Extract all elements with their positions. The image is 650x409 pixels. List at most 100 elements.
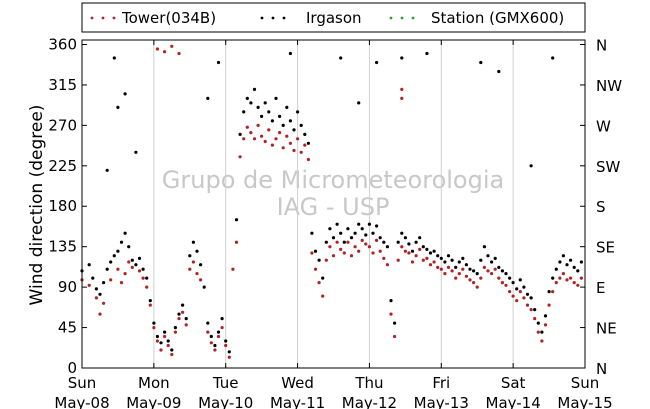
data-point [525,303,530,307]
data-point [191,260,195,264]
data-point [400,87,404,91]
data-point [216,330,221,334]
data-point [454,265,458,269]
data-point [141,276,145,280]
data-point [220,326,224,330]
data-point [166,343,170,348]
data-point [87,263,91,267]
x-tick-label-date: May-09 [126,394,181,409]
legend-item-station: Station (GMX600) [389,9,564,27]
series-irgason-points [80,51,584,354]
legend-frame [81,2,586,33]
data-point [127,260,131,264]
data-point [256,105,260,109]
data-point [224,339,228,343]
data-point [572,265,576,269]
data-point [529,308,533,312]
data-point [313,267,318,271]
x-tick-label-weekday: Sat [501,374,526,392]
data-point [296,137,300,141]
data-point [443,260,447,264]
data-point [540,339,544,343]
data-point [116,249,120,253]
y-tick-label: 315 [48,76,77,94]
data-point [155,47,159,51]
data-point [421,258,425,262]
data-point [317,258,321,262]
data-point [468,267,472,271]
data-point [533,308,537,312]
data-point [278,114,282,118]
data-point [349,254,354,258]
data-point [216,334,221,339]
data-point [181,303,185,307]
data-point [270,119,274,123]
data-point [346,240,350,244]
data-point [339,56,343,60]
data-point [123,272,127,276]
data-point [303,132,307,136]
data-point [163,330,167,334]
data-point [281,146,285,150]
data-point [177,312,181,316]
data-point [278,131,282,135]
data-point [382,256,386,260]
y-tick-label: 45 [58,319,77,337]
data-point [116,105,120,109]
data-point [263,139,267,144]
data-point [141,267,145,271]
data-point [274,96,278,100]
axis-layer: Sun May-08 Mon May-09 Tue May-10 Wed May-11 Thu M… [48,35,622,409]
data-point [486,254,490,258]
data-point [94,287,98,291]
data-point [407,251,411,255]
data-point [116,267,120,271]
x-tick-label-date: May-14 [486,394,541,409]
data-point [252,87,257,91]
data-point [357,222,361,226]
data-point [540,330,544,334]
data-point [288,141,292,145]
data-point [220,317,224,321]
data-point [145,276,149,280]
data-point [360,227,364,231]
data-point [518,278,522,282]
data-point [558,276,562,280]
data-point [245,125,249,129]
data-point [188,267,192,271]
data-point [579,260,584,264]
x-tick-label-weekday: Fri [432,374,450,392]
data-point [177,51,181,56]
data-point [410,260,415,264]
data-point [249,101,253,105]
data-point [421,245,425,249]
data-point [173,326,177,330]
data-point [335,222,339,226]
data-point [127,245,131,249]
data-point [490,260,494,264]
data-point [522,296,526,300]
data-point [206,96,210,100]
x-tick-label-date: May-13 [414,394,469,409]
data-point [252,137,257,141]
data-point [375,224,379,228]
data-point [181,310,185,314]
data-point [425,256,429,260]
legend-marker-station [411,16,415,20]
data-point [134,263,138,267]
y-tick-label: 270 [48,116,77,134]
data-point [551,276,555,280]
data-point [296,110,300,114]
data-point [256,123,260,127]
data-point [385,245,389,249]
data-point [234,240,239,244]
plot-frame [81,39,586,369]
data-point [439,256,443,260]
data-point [163,50,167,54]
data-point [375,60,379,65]
data-point [238,155,242,159]
y-tick-label-right: SW [596,158,621,176]
data-point [159,341,163,345]
data-point [331,236,336,240]
x-tick-label-weekday: Tue [212,374,239,392]
